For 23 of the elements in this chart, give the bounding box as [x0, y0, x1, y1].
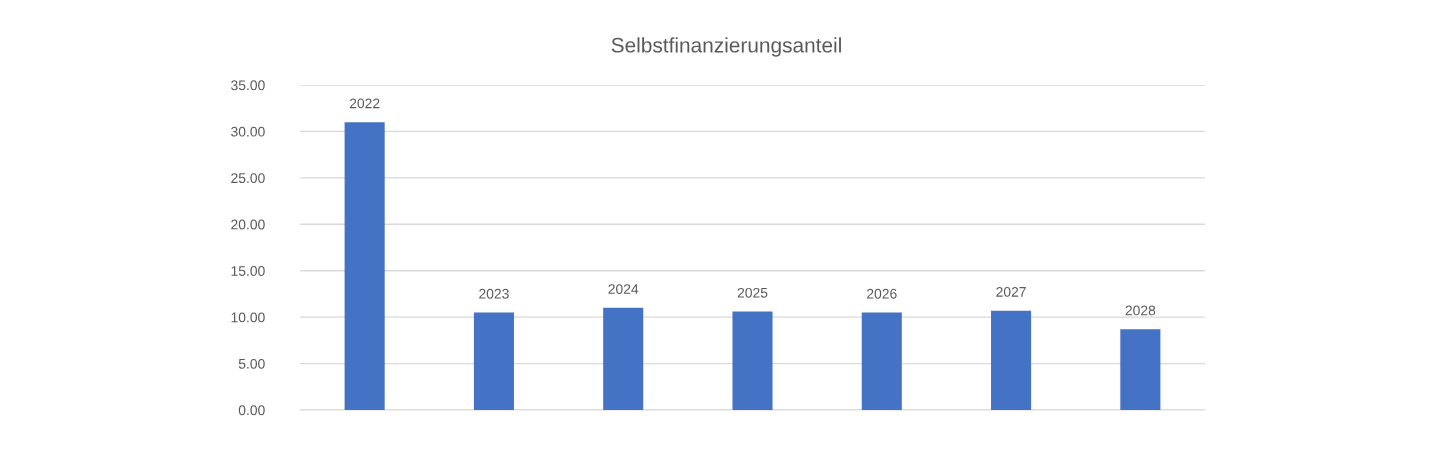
bar: [603, 307, 644, 410]
y-tick-label: 25.00: [231, 173, 265, 184]
y-tick-label: 20.00: [231, 219, 265, 230]
bar: [1120, 329, 1161, 410]
x-tick-label: 2022: [349, 98, 380, 109]
y-tick-label: 0.00: [238, 405, 265, 416]
bar: [861, 312, 902, 410]
bar: [732, 311, 773, 410]
x-tick-label: 2026: [867, 288, 897, 299]
x-tick-label: 2025: [737, 287, 768, 298]
y-tick-label: 10.00: [231, 312, 265, 323]
bar: [991, 310, 1032, 410]
y-tick-label: 30.00: [231, 126, 265, 137]
bar: [473, 312, 514, 410]
bar: [344, 122, 385, 410]
y-tick-label: 5.00: [238, 358, 265, 369]
x-tick-label: 2028: [1125, 305, 1156, 316]
chart-title: Selbstfinanzierungsanteil: [611, 37, 841, 57]
x-tick-label: 2027: [996, 286, 1026, 297]
x-tick-label: 2023: [479, 288, 509, 299]
y-tick-label: 35.00: [231, 80, 265, 91]
y-tick-label: 15.00: [231, 266, 265, 276]
x-tick-label: 2024: [608, 284, 639, 294]
